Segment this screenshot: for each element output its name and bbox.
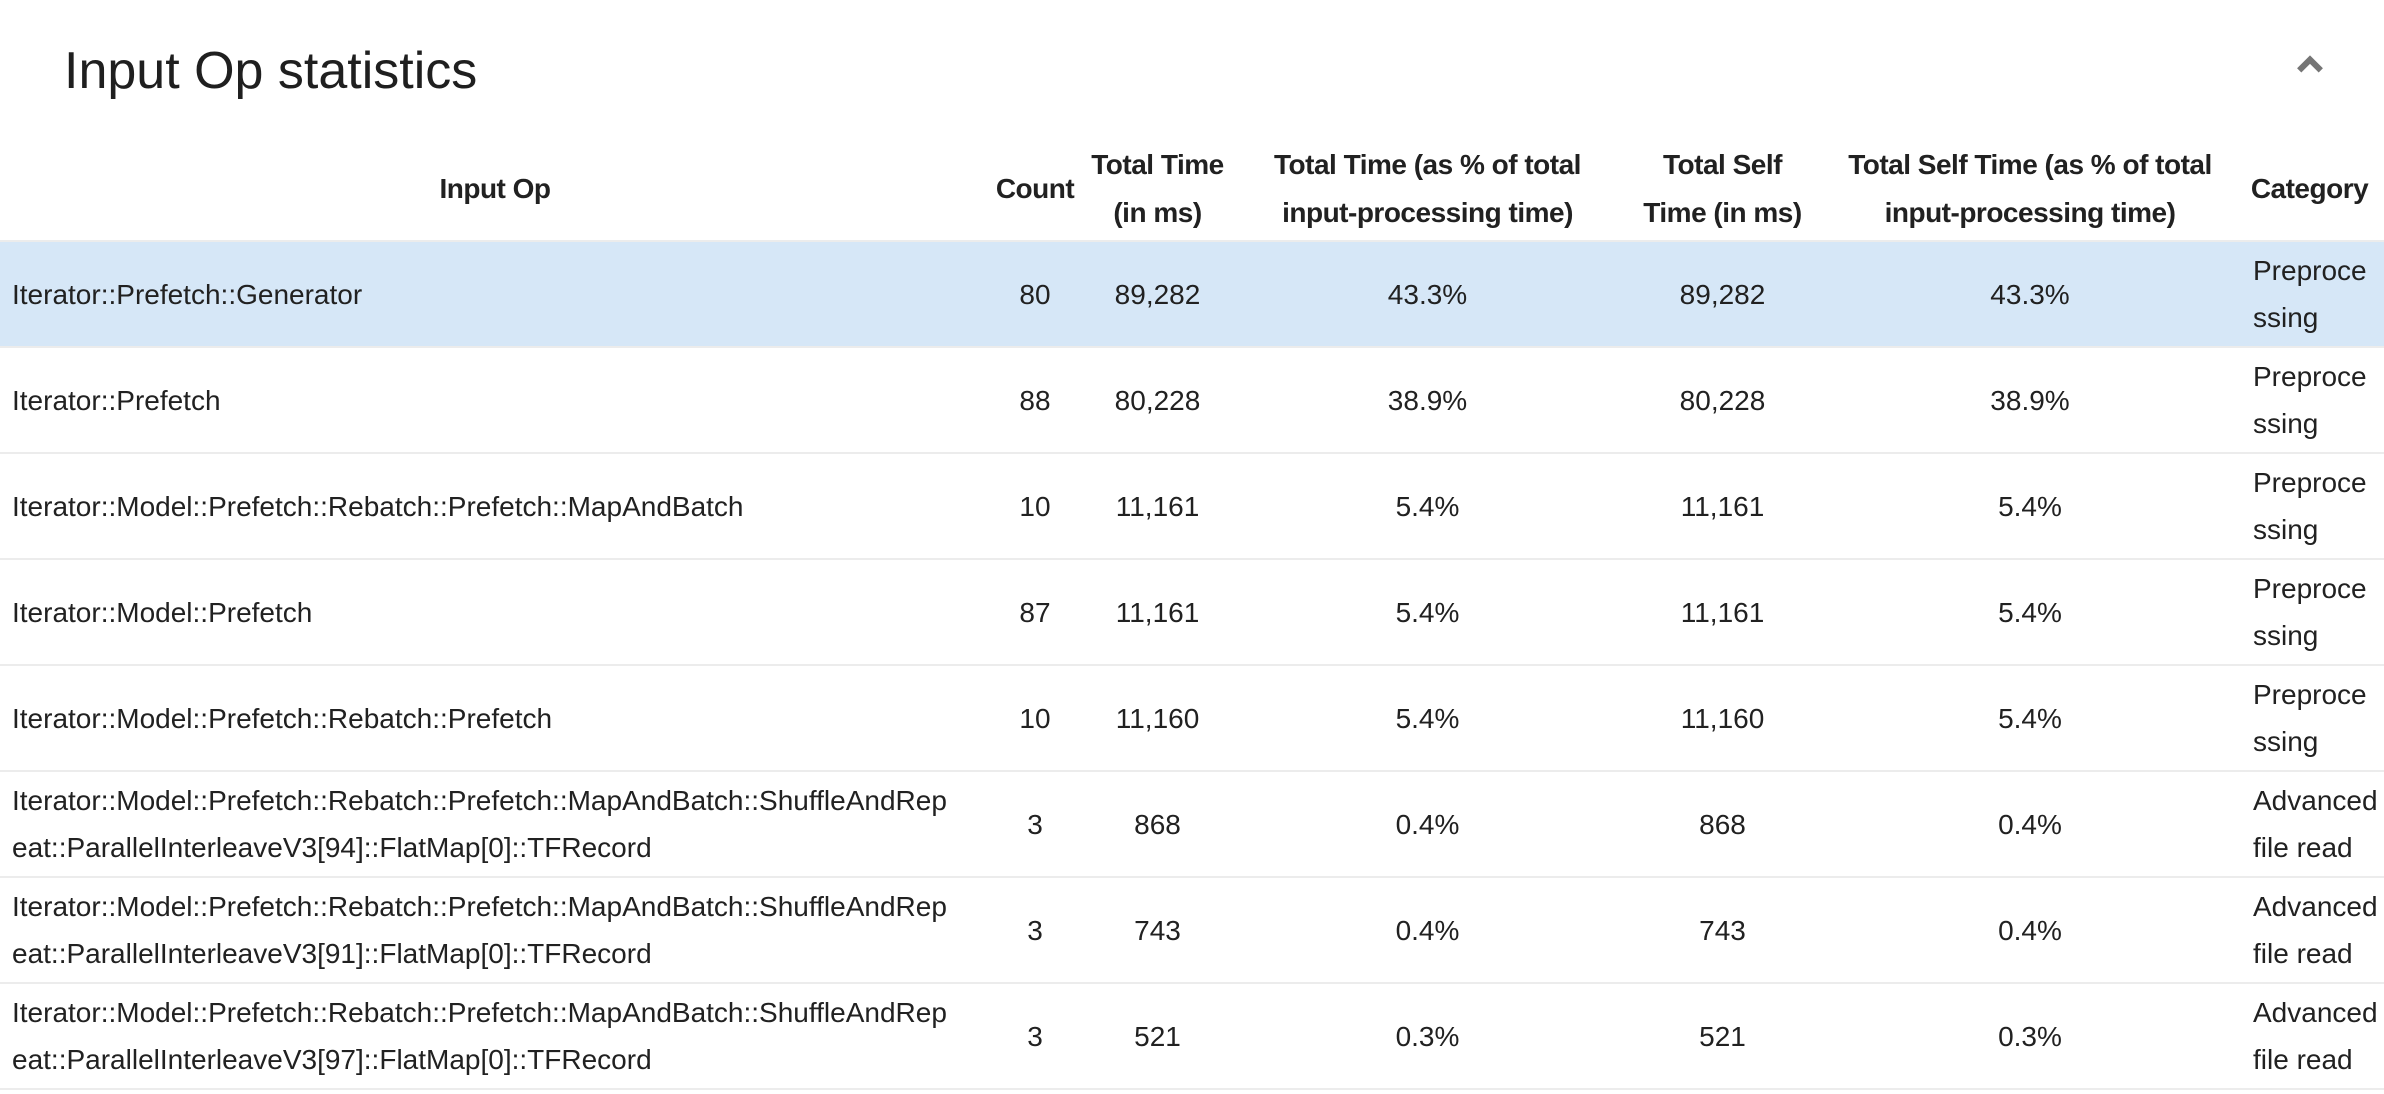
table-row[interactable]: Iterator::Model::Prefetch::Rebatch::Pref… — [0, 771, 2384, 877]
cell-total-self-time-ms: 11,161 — [1680, 596, 1765, 628]
cell-total-self-time-ms: 743 — [1699, 914, 1746, 946]
cell-count: 10 — [1019, 702, 1051, 734]
cell-total-time-ms: 80,228 — [1114, 384, 1201, 416]
table-row[interactable]: Iterator::Model::Prefetch::Rebatch::Pref… — [0, 453, 2384, 559]
table-row[interactable]: Iterator::Prefetch 88 80,228 38.9% 80,228 38.… — [0, 347, 2384, 453]
cell-count: 88 — [1019, 384, 1051, 416]
cell-total-self-time-ms: 11,161 — [1680, 490, 1765, 522]
cell-total-time-ms: 521 — [1134, 1020, 1181, 1052]
cell-total-time-pct: 5.4% — [1395, 490, 1460, 522]
cell-total-time-pct: 43.3% — [1387, 278, 1468, 310]
column-header-count: Count — [995, 172, 1075, 204]
cell-count: 80 — [1019, 278, 1051, 310]
page-title: Input Op statistics — [64, 42, 478, 100]
cell-category: Preprocessing — [2253, 573, 2367, 651]
cell-count: 3 — [1027, 808, 1043, 840]
cell-total-self-time-ms: 80,228 — [1679, 384, 1766, 416]
cell-input-op: Iterator::Model::Prefetch::Rebatch::Pref… — [12, 785, 947, 863]
cell-total-time-ms: 868 — [1134, 808, 1181, 840]
cell-count: 3 — [1027, 914, 1043, 946]
cell-total-time-pct: 38.9% — [1387, 384, 1468, 416]
cell-total-time-pct: 5.4% — [1395, 596, 1460, 628]
cell-input-op: Iterator::Model::Prefetch::Rebatch::Pref… — [12, 702, 553, 734]
cell-total-time-pct: 0.3% — [1395, 1020, 1460, 1052]
table-row[interactable]: Iterator::Model::Prefetch::Rebatch::Pref… — [0, 877, 2384, 983]
table-row[interactable]: Iterator::Model::Prefetch::Rebatch::Pref… — [0, 665, 2384, 771]
cell-category: Advanced file read — [2253, 891, 2378, 969]
chevron-up-icon — [2286, 41, 2334, 92]
cell-category: Preprocessing — [2253, 361, 2367, 439]
cell-count: 10 — [1019, 490, 1051, 522]
cell-total-self-time-pct: 5.4% — [1998, 596, 2062, 628]
column-header-total-self-time: Total Self Time (in ms) — [1643, 148, 1802, 228]
cell-total-time-ms: 89,282 — [1114, 278, 1201, 310]
cell-total-self-time-ms: 89,282 — [1679, 278, 1766, 310]
column-header-total-self-time-pct: Total Self Time (as % of total input-pro… — [1848, 148, 2212, 228]
cell-total-time-pct: 5.4% — [1395, 702, 1460, 734]
cell-count: 87 — [1019, 596, 1051, 628]
table-row[interactable]: Iterator::Model::Prefetch 87 11,161 5.4% 11,… — [0, 559, 2384, 665]
cell-total-self-time-pct: 0.4% — [1998, 808, 2062, 840]
cell-total-self-time-pct: 0.4% — [1998, 914, 2062, 946]
cell-input-op: Iterator::Prefetch::Generator — [12, 278, 363, 310]
cell-total-self-time-pct: 5.4% — [1998, 490, 2062, 522]
cell-total-time-ms: 11,161 — [1115, 490, 1200, 522]
column-header-category: Category — [2250, 172, 2369, 204]
column-header-total-time: Total Time (in ms) — [1091, 148, 1224, 228]
cell-input-op: Iterator::Model::Prefetch::Rebatch::Pref… — [12, 997, 947, 1075]
cell-input-op: Iterator::Model::Prefetch::Rebatch::Pref… — [12, 490, 744, 522]
cell-total-self-time-pct: 43.3% — [1990, 278, 2070, 310]
cell-total-self-time-pct: 38.9% — [1990, 384, 2070, 416]
cell-total-self-time-pct: 5.4% — [1998, 702, 2062, 734]
card-header: Input Op statistics — [0, 0, 2384, 137]
cell-total-time-pct: 0.4% — [1395, 808, 1460, 840]
table-row[interactable]: Iterator::Prefetch::Generator 80 89,282 43.… — [0, 241, 2384, 347]
cell-category: Advanced file read — [2253, 785, 2378, 863]
cell-total-time-ms: 743 — [1134, 914, 1181, 946]
input-op-table-body: Iterator::Prefetch::Generator 80 89,282 43.… — [0, 241, 2384, 1089]
cell-total-time-pct: 0.4% — [1395, 914, 1460, 946]
cell-count: 3 — [1027, 1020, 1043, 1052]
cell-category: Advanced file read — [2253, 997, 2378, 1075]
column-header-total-time-pct: Total Time (as % of total input-processi… — [1274, 148, 1581, 228]
cell-total-self-time-pct: 0.3% — [1998, 1020, 2062, 1052]
input-op-table: Input Op Count Total Time (in ms) Total … — [0, 137, 2384, 1090]
cell-total-time-ms: 11,161 — [1115, 596, 1200, 628]
cell-total-time-ms: 11,160 — [1115, 702, 1200, 734]
cell-category: Preprocessing — [2253, 255, 2367, 333]
cell-category: Preprocessing — [2253, 679, 2367, 757]
table-row[interactable]: Iterator::Model::Prefetch::Rebatch::Pref… — [0, 983, 2384, 1089]
column-header-input-op: Input Op — [439, 172, 551, 204]
cell-input-op: Iterator::Prefetch — [12, 384, 221, 416]
cell-input-op: Iterator::Model::Prefetch::Rebatch::Pref… — [12, 891, 947, 969]
cell-category: Preprocessing — [2253, 467, 2367, 545]
cell-input-op: Iterator::Model::Prefetch — [12, 596, 313, 628]
cell-total-self-time-ms: 521 — [1699, 1020, 1746, 1052]
cell-total-self-time-ms: 868 — [1699, 808, 1746, 840]
table-header-row: Input Op Count Total Time (in ms) Total … — [0, 137, 2384, 241]
cell-total-self-time-ms: 11,160 — [1680, 702, 1765, 734]
collapse-section-button[interactable] — [2282, 38, 2338, 94]
